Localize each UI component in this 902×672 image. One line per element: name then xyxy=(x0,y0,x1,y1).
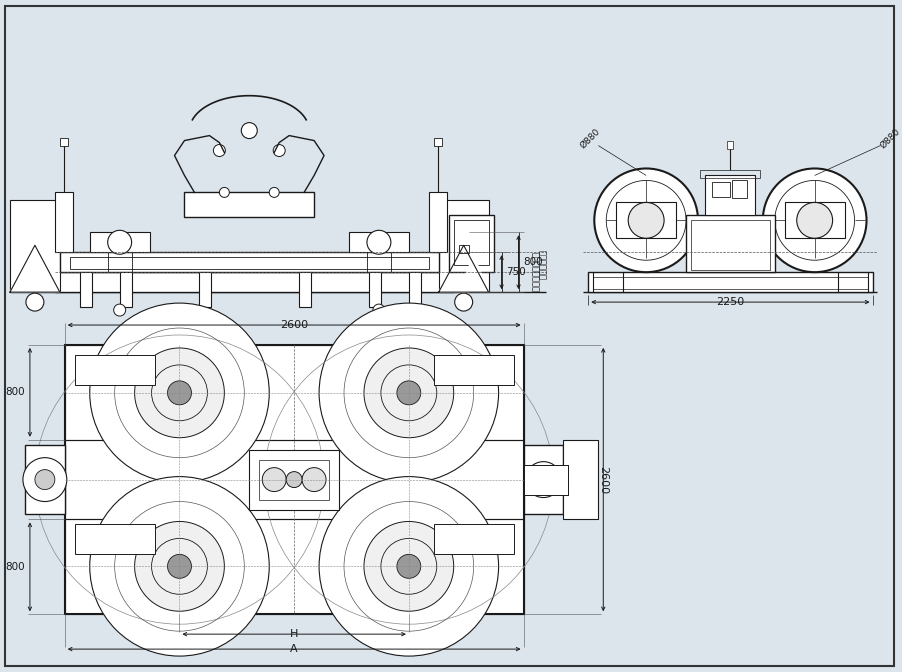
Circle shape xyxy=(286,472,302,488)
Circle shape xyxy=(134,521,225,612)
Circle shape xyxy=(397,381,421,405)
Polygon shape xyxy=(10,245,60,292)
Bar xyxy=(409,272,421,307)
Bar xyxy=(55,192,73,252)
Bar xyxy=(65,519,523,614)
Bar xyxy=(434,355,513,385)
Circle shape xyxy=(23,458,67,501)
Circle shape xyxy=(26,293,44,311)
Text: 2250: 2250 xyxy=(716,297,744,307)
Bar xyxy=(686,215,775,272)
Circle shape xyxy=(107,230,132,254)
Bar xyxy=(434,524,513,554)
Bar xyxy=(185,192,314,217)
Bar xyxy=(712,182,730,198)
Bar xyxy=(60,252,438,272)
Circle shape xyxy=(455,293,473,311)
Circle shape xyxy=(262,468,286,491)
Circle shape xyxy=(302,468,326,491)
Circle shape xyxy=(89,303,269,482)
Circle shape xyxy=(273,144,285,157)
Bar xyxy=(438,200,489,292)
Bar xyxy=(25,445,65,515)
Bar xyxy=(616,202,676,239)
Bar xyxy=(594,277,868,289)
Bar xyxy=(732,181,747,198)
Circle shape xyxy=(168,554,191,579)
Circle shape xyxy=(168,381,191,405)
Circle shape xyxy=(397,554,421,579)
Bar xyxy=(349,233,409,252)
Bar xyxy=(454,220,489,265)
Bar xyxy=(65,345,523,439)
Bar xyxy=(727,140,733,149)
Bar xyxy=(700,171,759,179)
Text: Ø880: Ø880 xyxy=(879,127,902,151)
Circle shape xyxy=(35,470,55,490)
Bar xyxy=(69,257,428,269)
Text: 800: 800 xyxy=(5,562,25,573)
Bar xyxy=(564,439,598,519)
Circle shape xyxy=(763,169,867,272)
Bar xyxy=(523,464,568,495)
Bar xyxy=(428,192,446,252)
Text: 750: 750 xyxy=(507,267,526,277)
Bar xyxy=(434,138,442,146)
Circle shape xyxy=(628,202,664,239)
Circle shape xyxy=(319,476,499,656)
Bar xyxy=(691,220,769,270)
Text: A: A xyxy=(290,644,298,654)
Bar xyxy=(299,272,311,307)
Circle shape xyxy=(594,169,698,272)
Bar xyxy=(259,460,329,499)
Circle shape xyxy=(373,304,385,316)
Text: 夹具支撑台面高度: 夹具支撑台面高度 xyxy=(530,252,539,292)
Bar xyxy=(75,524,154,554)
Bar xyxy=(523,445,564,515)
Circle shape xyxy=(526,462,561,497)
Bar xyxy=(89,233,150,252)
Circle shape xyxy=(134,348,225,437)
Text: 夹具回转高度: 夹具回转高度 xyxy=(537,250,546,280)
Text: 800: 800 xyxy=(5,387,25,397)
Text: 800: 800 xyxy=(523,257,543,267)
Circle shape xyxy=(364,521,454,612)
Bar xyxy=(249,450,339,509)
Circle shape xyxy=(219,187,229,198)
Text: H: H xyxy=(290,629,299,639)
Circle shape xyxy=(114,304,125,316)
Bar xyxy=(705,175,755,215)
Bar xyxy=(65,345,523,614)
Bar xyxy=(459,245,469,253)
Text: Ø880: Ø880 xyxy=(578,127,602,151)
Circle shape xyxy=(319,303,499,482)
Circle shape xyxy=(214,144,226,157)
Circle shape xyxy=(364,348,454,437)
Circle shape xyxy=(796,202,833,239)
Bar xyxy=(588,272,872,292)
Bar xyxy=(75,355,154,385)
Bar xyxy=(369,272,381,307)
Text: 2600: 2600 xyxy=(598,466,608,494)
Bar xyxy=(523,464,568,495)
Circle shape xyxy=(269,187,280,198)
Text: 2600: 2600 xyxy=(281,320,308,330)
Bar xyxy=(120,272,132,307)
Polygon shape xyxy=(459,255,489,292)
Bar xyxy=(65,439,523,519)
Circle shape xyxy=(89,476,269,656)
Bar xyxy=(60,138,68,146)
Circle shape xyxy=(367,230,391,254)
Bar xyxy=(785,202,844,239)
Bar xyxy=(79,272,92,307)
Polygon shape xyxy=(438,245,489,292)
Circle shape xyxy=(242,122,257,138)
Bar xyxy=(199,272,211,307)
Bar xyxy=(10,200,60,292)
Bar xyxy=(55,272,454,292)
Bar xyxy=(448,215,493,272)
